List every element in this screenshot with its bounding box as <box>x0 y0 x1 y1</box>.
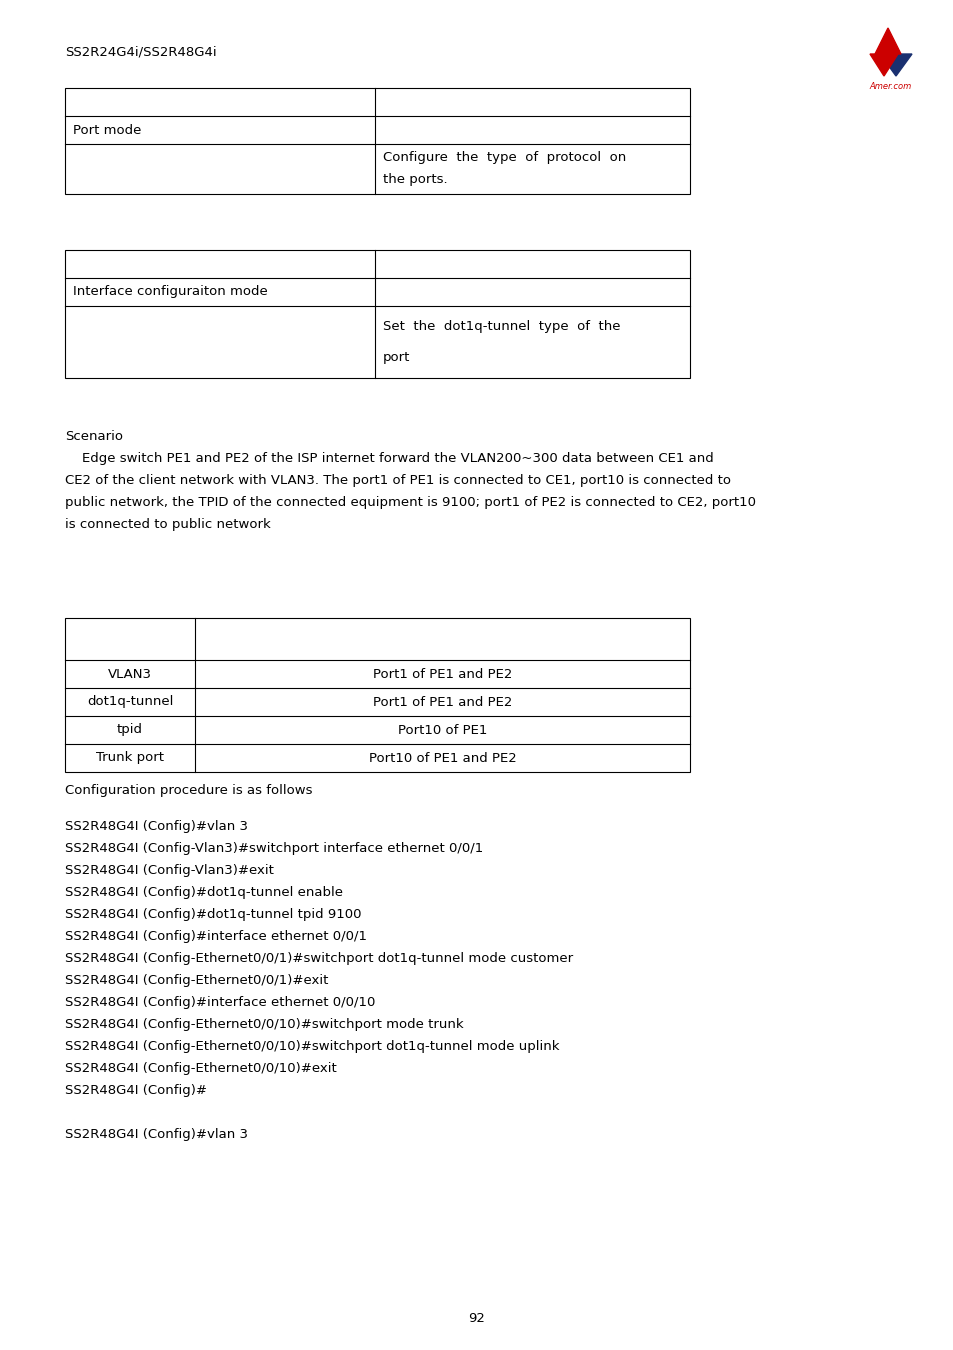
Text: SS2R48G4I (Config)#vlan 3: SS2R48G4I (Config)#vlan 3 <box>65 1129 248 1141</box>
Text: SS2R48G4I (Config)#dot1q-tunnel enable: SS2R48G4I (Config)#dot1q-tunnel enable <box>65 886 343 899</box>
Text: SS2R48G4I (Config-Ethernet0/0/1)#exit: SS2R48G4I (Config-Ethernet0/0/1)#exit <box>65 973 328 987</box>
Text: Scenario: Scenario <box>65 431 123 443</box>
Text: SS2R48G4I (Config)#vlan 3: SS2R48G4I (Config)#vlan 3 <box>65 819 248 833</box>
Text: Trunk port: Trunk port <box>96 752 164 764</box>
Text: Amer.com: Amer.com <box>869 82 911 90</box>
Bar <box>65 250 689 378</box>
Text: Port1 of PE1 and PE2: Port1 of PE1 and PE2 <box>373 695 512 709</box>
Text: 92: 92 <box>468 1311 485 1324</box>
Text: Port10 of PE1 and PE2: Port10 of PE1 and PE2 <box>368 752 516 764</box>
Text: SS2R48G4I (Config-Ethernet0/0/10)#exit: SS2R48G4I (Config-Ethernet0/0/10)#exit <box>65 1062 336 1075</box>
Text: Edge switch PE1 and PE2 of the ISP internet forward the VLAN200~300 data between: Edge switch PE1 and PE2 of the ISP inter… <box>65 452 713 464</box>
Bar <box>65 88 689 194</box>
Bar <box>65 618 689 772</box>
Polygon shape <box>869 54 897 76</box>
Polygon shape <box>874 28 900 54</box>
Text: SS2R48G4I (Config-Ethernet0/0/10)#switchport dot1q-tunnel mode uplink: SS2R48G4I (Config-Ethernet0/0/10)#switch… <box>65 1040 558 1053</box>
Text: Set  the  dot1q-tunnel  type  of  the: Set the dot1q-tunnel type of the <box>382 320 619 332</box>
Text: SS2R48G4I (Config)#dot1q-tunnel tpid 9100: SS2R48G4I (Config)#dot1q-tunnel tpid 910… <box>65 909 361 921</box>
Text: is connected to public network: is connected to public network <box>65 518 271 531</box>
Text: SS2R24G4i/SS2R48G4i: SS2R24G4i/SS2R48G4i <box>65 46 216 58</box>
Text: Configure  the  type  of  protocol  on: Configure the type of protocol on <box>382 151 625 165</box>
Text: SS2R48G4I (Config-Vlan3)#exit: SS2R48G4I (Config-Vlan3)#exit <box>65 864 274 878</box>
Text: port: port <box>382 351 410 364</box>
Text: Port mode: Port mode <box>73 123 141 136</box>
Text: tpid: tpid <box>117 724 143 737</box>
Text: Interface configuraiton mode: Interface configuraiton mode <box>73 285 268 298</box>
Text: public network, the TPID of the connected equipment is 9100; port1 of PE2 is con: public network, the TPID of the connecte… <box>65 495 755 509</box>
Text: VLAN3: VLAN3 <box>108 667 152 680</box>
Text: CE2 of the client network with VLAN3. The port1 of PE1 is connected to CE1, port: CE2 of the client network with VLAN3. Th… <box>65 474 730 487</box>
Text: SS2R48G4I (Config)#interface ethernet 0/0/1: SS2R48G4I (Config)#interface ethernet 0/… <box>65 930 367 944</box>
Text: Port1 of PE1 and PE2: Port1 of PE1 and PE2 <box>373 667 512 680</box>
Text: SS2R48G4I (Config-Vlan3)#switchport interface ethernet 0/0/1: SS2R48G4I (Config-Vlan3)#switchport inte… <box>65 842 483 855</box>
Text: SS2R48G4I (Config)#interface ethernet 0/0/10: SS2R48G4I (Config)#interface ethernet 0/… <box>65 996 375 1008</box>
Text: Configuration procedure is as follows: Configuration procedure is as follows <box>65 784 313 796</box>
Text: SS2R48G4I (Config)#: SS2R48G4I (Config)# <box>65 1084 207 1098</box>
Text: dot1q-tunnel: dot1q-tunnel <box>87 695 173 709</box>
Text: SS2R48G4I (Config-Ethernet0/0/10)#switchport mode trunk: SS2R48G4I (Config-Ethernet0/0/10)#switch… <box>65 1018 463 1031</box>
Text: the ports.: the ports. <box>382 173 447 186</box>
Text: Port10 of PE1: Port10 of PE1 <box>397 724 487 737</box>
Polygon shape <box>879 54 911 76</box>
Text: SS2R48G4I (Config-Ethernet0/0/1)#switchport dot1q-tunnel mode customer: SS2R48G4I (Config-Ethernet0/0/1)#switchp… <box>65 952 573 965</box>
